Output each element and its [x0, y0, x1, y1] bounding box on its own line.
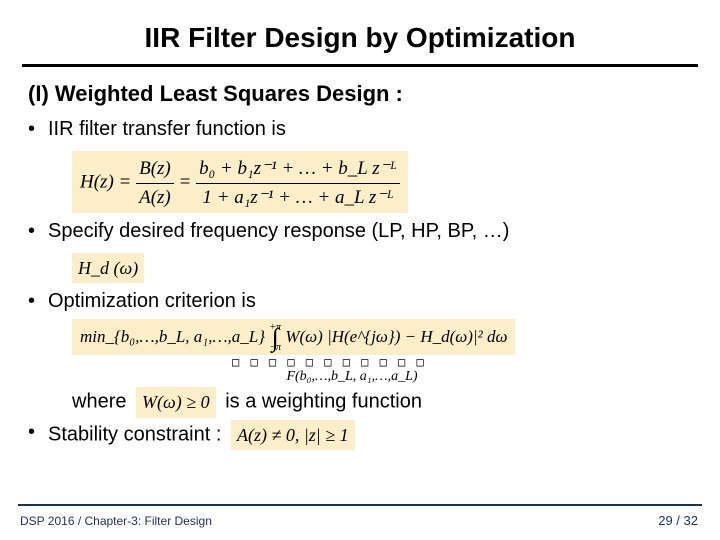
stability-formula: A(z) ≠ 0, |z| ≥ 1: [231, 420, 355, 450]
slide: IIR Filter Design by Optimization (I) We…: [0, 0, 720, 540]
bullet-1: • IIR filter transfer function is: [28, 117, 692, 141]
bullet-3: • Optimization criterion is: [28, 289, 692, 313]
brace-label: F(b₀,…,b_L, a₁,…,a_L): [232, 369, 472, 385]
bullet-2: • Specify desired frequency response (LP…: [28, 219, 692, 243]
where-post: is a weighting function: [225, 391, 422, 413]
bullet-dot-icon: •: [28, 420, 48, 444]
where-line: where W(ω) ≥ 0 is a weighting function: [72, 387, 692, 417]
footer-page: 29 / 32: [658, 513, 698, 528]
page-sep: /: [673, 513, 684, 528]
bullet-dot-icon: •: [28, 289, 48, 313]
where-pre: where: [72, 391, 126, 413]
tf-frac-a: B(z) A(z): [136, 155, 174, 211]
weight-formula: W(ω) ≥ 0: [136, 387, 216, 417]
hd-formula: H_d (ω): [72, 253, 144, 283]
page-total: 32: [684, 513, 698, 528]
bullet-4-label: Stability constraint :: [48, 423, 221, 445]
tf-den-b: 1 + a₁z⁻¹ + … + a_L z⁻ᴸ: [196, 184, 400, 212]
bullet-4-text: Stability constraint : A(z) ≠ 0, |z| ≥ 1: [48, 420, 692, 450]
tf-den-a: A(z): [136, 184, 174, 212]
tf-frac-b: b₀ + b₁z⁻¹ + … + b_L z⁻ᴸ 1 + a₁z⁻¹ + … +…: [196, 155, 400, 211]
int-lower: −π: [269, 342, 281, 353]
tf-num-a: B(z): [136, 155, 174, 184]
brace-squares: □ □ □ □ □ □ □ □ □ □ □: [232, 355, 426, 369]
bullet-4: • Stability constraint : A(z) ≠ 0, |z| ≥…: [28, 420, 692, 450]
bullet-3-text: Optimization criterion is: [48, 289, 692, 313]
section-heading: (I) Weighted Least Squares Design :: [28, 81, 692, 107]
slide-title: IIR Filter Design by Optimization: [0, 0, 720, 58]
bullet-dot-icon: •: [28, 219, 48, 243]
bullet-dot-icon: •: [28, 117, 48, 141]
content-area: (I) Weighted Least Squares Design : • II…: [0, 67, 720, 450]
min-operator: min_{b₀,…,b_L, a₁,…,a_L}: [80, 327, 265, 346]
integrand: W(ω) |H(e^{jω}) − H_d(ω)|² dω: [285, 327, 507, 346]
bullet-1-text: IIR filter transfer function is: [48, 117, 692, 141]
equals-icon: =: [179, 171, 197, 192]
page-current: 29: [658, 513, 672, 528]
footer-rule: [18, 504, 702, 506]
tf-num-b: b₀ + b₁z⁻¹ + … + b_L z⁻ᴸ: [196, 155, 400, 184]
bullet-2-text: Specify desired frequency response (LP, …: [48, 219, 692, 243]
footer-left: DSP 2016 / Chapter-3: Filter Design: [20, 514, 212, 528]
criterion-formula: min_{b₀,…,b_L, a₁,…,a_L} +π ∫ −π W(ω) |H…: [72, 319, 515, 355]
underbrace: □ □ □ □ □ □ □ □ □ □ □ F(b₀,…,b_L, a₁,…,a…: [232, 353, 692, 385]
integral-limits: +π ∫ −π: [269, 323, 281, 353]
tf-lhs: H(z) =: [80, 171, 136, 192]
criterion-block: min_{b₀,…,b_L, a₁,…,a_L} +π ∫ −π W(ω) |H…: [72, 319, 692, 385]
transfer-function-formula: H(z) = B(z) A(z) = b₀ + b₁z⁻¹ + … + b_L …: [72, 151, 408, 213]
